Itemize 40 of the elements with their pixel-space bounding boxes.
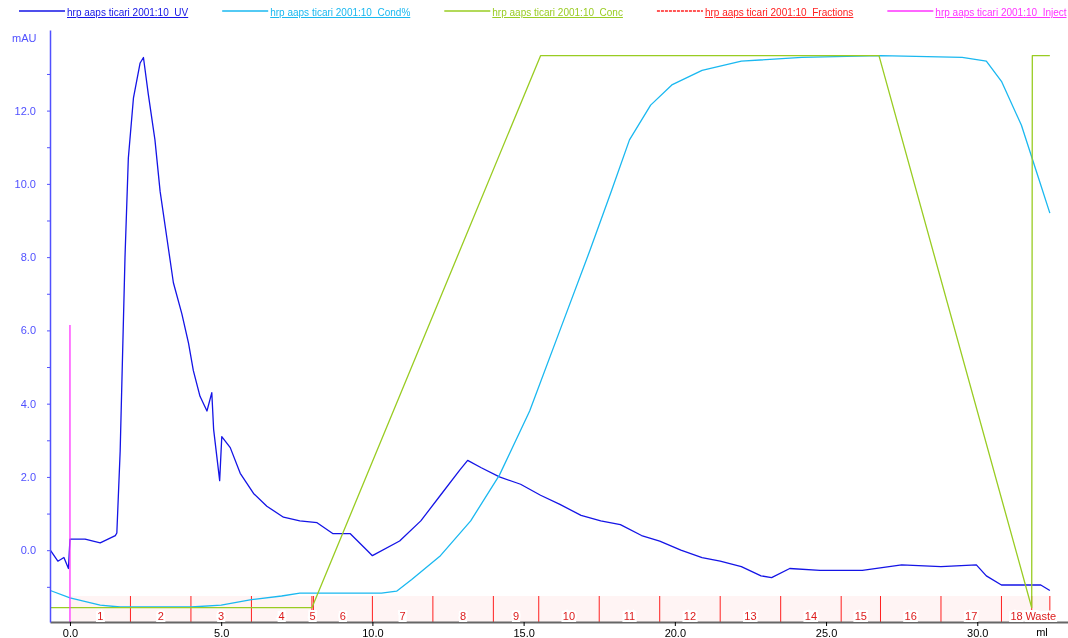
y-tick-label: 0.0 [20, 544, 36, 557]
band-label: 10 [562, 610, 576, 622]
band-label: 3 [218, 610, 225, 622]
band-label: 4 [278, 610, 285, 622]
band-label: 16 [904, 610, 917, 622]
text: hrp aaps ticari 2001:10_Fractions [704, 7, 854, 18]
x-tick-label: 5.0 [214, 626, 230, 638]
band-label: 13 [744, 610, 757, 622]
legend-label: hrp aaps ticari 2001:10_UV [67, 7, 189, 18]
x-axis-title: ml [1036, 626, 1048, 638]
band-label: 17 [965, 610, 978, 622]
band-label: 1 [97, 610, 104, 622]
y-tick-label: 8.0 [20, 251, 36, 264]
x-tick-label: 20.0 [664, 626, 687, 638]
band-label: 11 [623, 610, 636, 622]
band-label: 6 [339, 610, 346, 622]
band-label: 8 [460, 610, 467, 622]
legend-label: hrp aaps ticari 2001:10_Cond% [270, 7, 411, 18]
band-label: 14 [804, 610, 818, 622]
band-label: 7 [399, 610, 406, 622]
band-label: 18 [1010, 610, 1023, 622]
x-tick-label: 0.0 [62, 626, 79, 638]
band-label: 12 [683, 610, 697, 622]
band-label: 9 [512, 610, 520, 622]
y-tick-label: 4.0 [20, 397, 36, 410]
y-tick-label: 2.0 [20, 470, 36, 483]
legend-label: hrp aaps ticari 2001:10_Inject [935, 7, 1067, 18]
band-label: 5 [309, 610, 316, 622]
x-tick-label: 30.0 [967, 626, 989, 638]
x-tick-label: 15.0 [513, 626, 535, 638]
legend-label: hrp aaps ticari 2001:10_Conc [492, 7, 623, 18]
y-tick-label: 10.0 [14, 177, 36, 190]
x-tick-label: 10.0 [362, 626, 384, 638]
x-tick-label: 25.0 [815, 626, 838, 638]
band-label: 2 [157, 610, 164, 622]
band-label: 15 [854, 610, 867, 622]
y-tick-label: 12.0 [14, 104, 36, 117]
y-axis-title: mAU [12, 32, 37, 44]
y-tick-label: 6.0 [20, 324, 36, 337]
band-label: Waste [1025, 610, 1057, 622]
